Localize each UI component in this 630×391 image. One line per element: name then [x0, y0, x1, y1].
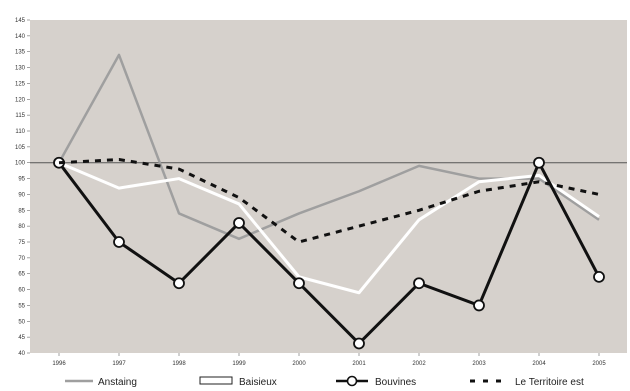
- data-point-bouvines: [233, 217, 245, 229]
- y-tick-label: 70: [18, 256, 25, 262]
- y-tick-label: 145: [15, 18, 26, 24]
- y-tick-label: 75: [18, 240, 25, 246]
- x-tick-label: 2000: [292, 361, 306, 367]
- x-tick-label: 2003: [472, 361, 486, 367]
- data-point-bouvines: [113, 236, 125, 248]
- x-tick-label: 1997: [112, 361, 126, 367]
- data-point-bouvines: [413, 277, 425, 290]
- y-axis: 40 45 50 55 60 65 70 75 80 85 90 95 100 105 110 115 120 1…: [15, 18, 30, 357]
- y-tick-label: 45: [18, 335, 25, 341]
- legend-swatch-baisieux: [199, 376, 233, 385]
- y-tick-label: 65: [18, 272, 25, 278]
- data-point-bouvines: [473, 299, 485, 312]
- x-tick-label: 2002: [412, 361, 426, 367]
- legend: Anstaing Baisieux Bouvines Le Territoire es…: [65, 375, 584, 388]
- x-tick-label: 1996: [52, 361, 66, 367]
- data-point-bouvines: [173, 277, 185, 290]
- y-tick-label: 100: [15, 161, 26, 167]
- y-tick-label: 95: [18, 177, 25, 183]
- series-line-bouvines: [57, 161, 601, 345]
- series-line-le-territoire-est: [58, 158, 600, 244]
- x-tick-label: 1998: [172, 361, 186, 367]
- legend-label-le-territoire-est: Le Territoire est: [515, 377, 584, 388]
- y-tick-label: 135: [15, 50, 26, 56]
- x-tick-label: 1999: [232, 361, 246, 367]
- y-tick-label: 80: [18, 224, 25, 230]
- y-tick-label: 50: [18, 319, 25, 325]
- x-tick-label: 2004: [532, 361, 546, 367]
- y-tick-label: 105: [15, 145, 26, 151]
- y-tick-label: 120: [15, 97, 26, 103]
- x-axis: 1996 1997 1998 1999 2000 2001 2002 2003 2004 2005: [52, 353, 606, 367]
- y-tick-label: 140: [15, 34, 26, 40]
- y-tick-label: 55: [18, 303, 25, 309]
- legend-label-bouvines: Bouvines: [375, 377, 416, 388]
- legend-label-anstaing: Anstaing: [98, 377, 137, 388]
- data-point-bouvines: [353, 337, 365, 350]
- data-point-bouvines: [593, 270, 605, 283]
- y-tick-label: 90: [18, 192, 25, 198]
- data-point-bouvines: [533, 156, 545, 169]
- data-point-bouvines: [293, 277, 305, 290]
- y-tick-label: 85: [18, 208, 25, 214]
- y-tick-label: 130: [15, 66, 26, 72]
- legend-marker-bouvines: [346, 375, 358, 387]
- legend-label-baisieux: Baisieux: [239, 377, 277, 388]
- y-tick-label: 40: [18, 351, 25, 357]
- y-tick-label: 125: [15, 81, 26, 87]
- y-tick-label: 110: [15, 129, 25, 135]
- x-tick-label: 2001: [352, 361, 366, 367]
- x-tick-label: 2005: [592, 361, 606, 367]
- series-line-baisieux: [58, 161, 600, 295]
- series-layer: [53, 53, 605, 350]
- y-tick-label: 115: [15, 113, 25, 119]
- y-tick-label: 60: [18, 288, 25, 294]
